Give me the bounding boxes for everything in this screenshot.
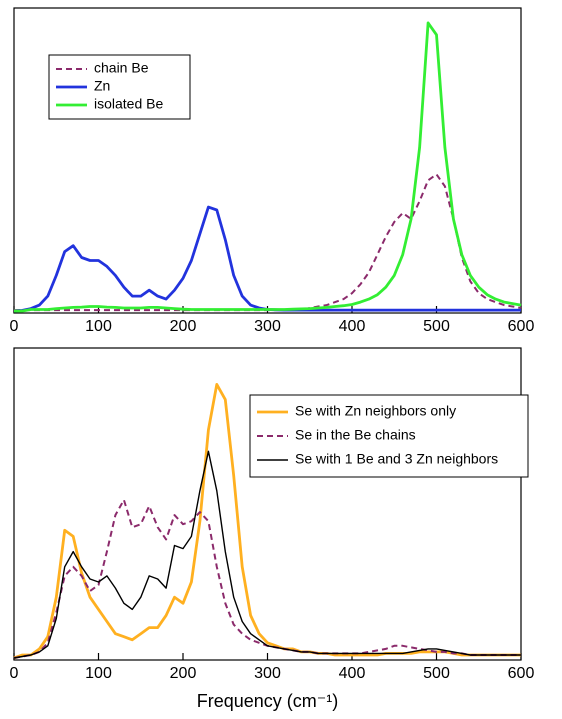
x-tick-label: 500 (423, 665, 450, 682)
legend: chain Be Zn isolated Be (48, 54, 191, 120)
series-line (14, 173, 522, 312)
legend-label: Se with 1 Be and 3 Zn neighbors (295, 451, 498, 467)
x-tick-label: 600 (508, 318, 535, 335)
series-line (13, 205, 521, 313)
series-line (13, 450, 521, 659)
plot-frame (13, 7, 522, 314)
legend-box (249, 394, 529, 478)
x-tick-label: 600 (508, 665, 535, 682)
x-tick-label: 0 (10, 665, 19, 682)
x-tick-label: 300 (254, 318, 281, 335)
series-line (14, 21, 522, 313)
x-tick-label: 100 (85, 665, 112, 682)
legend-label: Se in the Be chains (295, 427, 416, 443)
x-tick-label: 500 (423, 318, 450, 335)
x-tick-label: 0 (10, 318, 19, 335)
x-tick-label: 300 (254, 665, 281, 682)
legend-label: chain Be (94, 60, 149, 76)
x-tick-label: 400 (339, 318, 366, 335)
x-tick-label: 400 (339, 665, 366, 682)
x-tick-label: 100 (85, 318, 112, 335)
x-tick-label: 200 (170, 665, 197, 682)
legend-label: Zn (94, 78, 110, 94)
legend-label: Se with Zn neighbors only (295, 403, 456, 419)
legend: Se with Zn neighbors only Se in the Be ch… (249, 394, 529, 478)
x-tick-label: 200 (170, 318, 197, 335)
legend-label: isolated Be (94, 96, 163, 112)
x-axis-label: Frequency (cm⁻¹) (197, 691, 339, 711)
